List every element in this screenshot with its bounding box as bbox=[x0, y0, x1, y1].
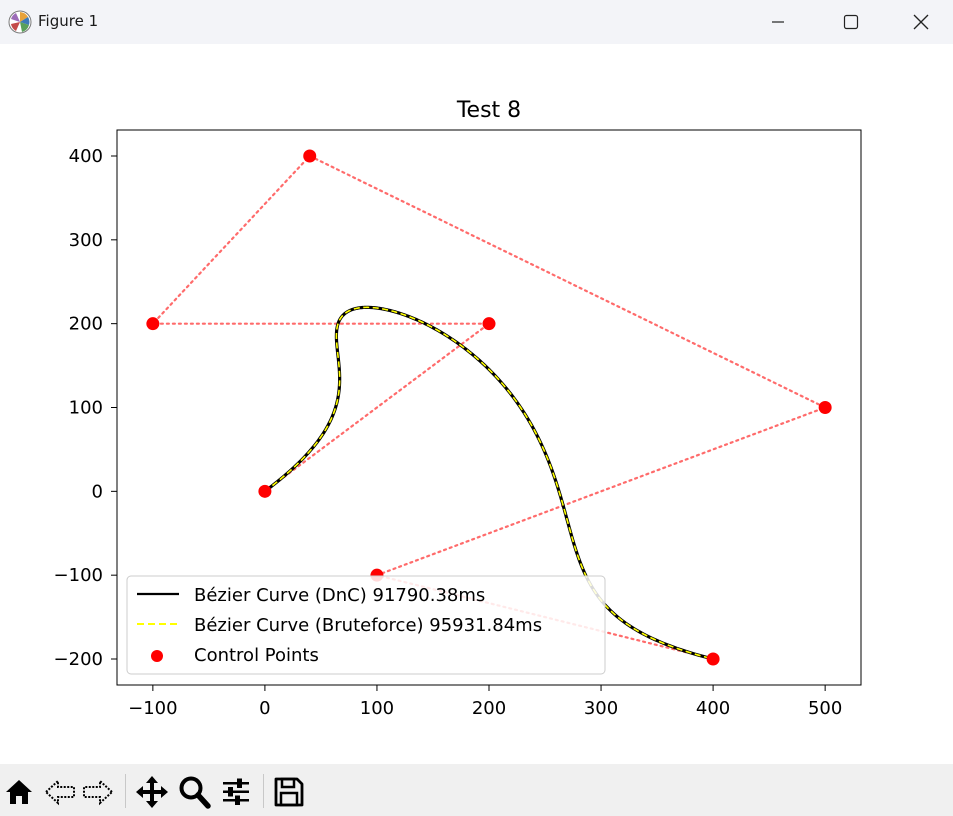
control-point bbox=[258, 484, 272, 498]
y-tick-label: 400 bbox=[69, 146, 103, 167]
maximize-icon bbox=[843, 14, 859, 30]
legend-box bbox=[126, 575, 606, 675]
title-bar: Figure 1 bbox=[0, 0, 953, 44]
x-tick-label: −100 bbox=[128, 698, 177, 719]
forward-button[interactable] bbox=[80, 774, 116, 810]
x-tick-label: 300 bbox=[584, 698, 618, 719]
close-icon bbox=[913, 14, 929, 30]
toolbar-separator bbox=[263, 774, 264, 808]
pan-icon bbox=[136, 776, 168, 808]
configure-subplots-button[interactable] bbox=[218, 774, 254, 810]
minimize-icon bbox=[772, 21, 784, 23]
chart: −100 0 100 200 300 400 500 −200 −100 0 100 200 300 4… bbox=[54, 98, 862, 719]
toolbar-separator bbox=[125, 774, 126, 808]
legend-dnc-label: Bézier Curve (DnC) 91790.38ms bbox=[194, 585, 485, 606]
x-tick-label: 500 bbox=[808, 698, 842, 719]
back-button[interactable] bbox=[42, 774, 78, 810]
control-point bbox=[303, 149, 317, 163]
y-tick-label: −100 bbox=[54, 565, 103, 586]
y-tick-label: 100 bbox=[69, 398, 103, 419]
bezier-curve-bruteforce bbox=[264, 306, 714, 660]
figure-canvas[interactable]: −100 0 100 200 300 400 500 −200 −100 0 100 200 300 4… bbox=[0, 44, 953, 764]
zoom-button[interactable] bbox=[176, 774, 212, 810]
maximize-button[interactable] bbox=[816, 0, 886, 44]
window-title: Figure 1 bbox=[38, 12, 99, 30]
home-icon bbox=[6, 780, 32, 804]
pan-button[interactable] bbox=[134, 774, 170, 810]
back-arrow-icon bbox=[44, 778, 75, 806]
y-tick-label: 300 bbox=[69, 230, 103, 251]
legend: Bézier Curve (DnC) 91790.38ms Bézier Cur… bbox=[126, 575, 606, 675]
navigation-toolbar bbox=[0, 764, 953, 816]
zoom-icon bbox=[179, 776, 211, 809]
home-button[interactable] bbox=[1, 774, 37, 810]
x-tick-label: 200 bbox=[472, 698, 506, 719]
y-tick-label: 0 bbox=[92, 481, 103, 502]
save-icon bbox=[274, 777, 304, 807]
close-button[interactable] bbox=[886, 0, 953, 44]
legend-bruteforce-label: Bézier Curve (Bruteforce) 95931.84ms bbox=[194, 615, 542, 636]
x-tick-label: 100 bbox=[360, 698, 394, 719]
save-button[interactable] bbox=[271, 774, 307, 810]
chart-title: Test 8 bbox=[456, 98, 521, 123]
y-tick-label: −200 bbox=[54, 649, 103, 670]
x-tick-label: 0 bbox=[259, 698, 270, 719]
configure-subplots-icon bbox=[223, 778, 249, 805]
legend-points-swatch bbox=[151, 650, 163, 662]
control-point bbox=[818, 401, 832, 414]
control-point bbox=[146, 317, 160, 331]
y-tick-label: 200 bbox=[69, 314, 103, 335]
control-point bbox=[482, 317, 496, 331]
matplotlib-logo-icon bbox=[8, 10, 32, 34]
forward-arrow-icon bbox=[83, 778, 114, 806]
minimize-button[interactable] bbox=[743, 0, 813, 44]
legend-points-label: Control Points bbox=[194, 645, 319, 666]
x-tick-label: 400 bbox=[696, 698, 730, 719]
control-point bbox=[706, 652, 720, 666]
